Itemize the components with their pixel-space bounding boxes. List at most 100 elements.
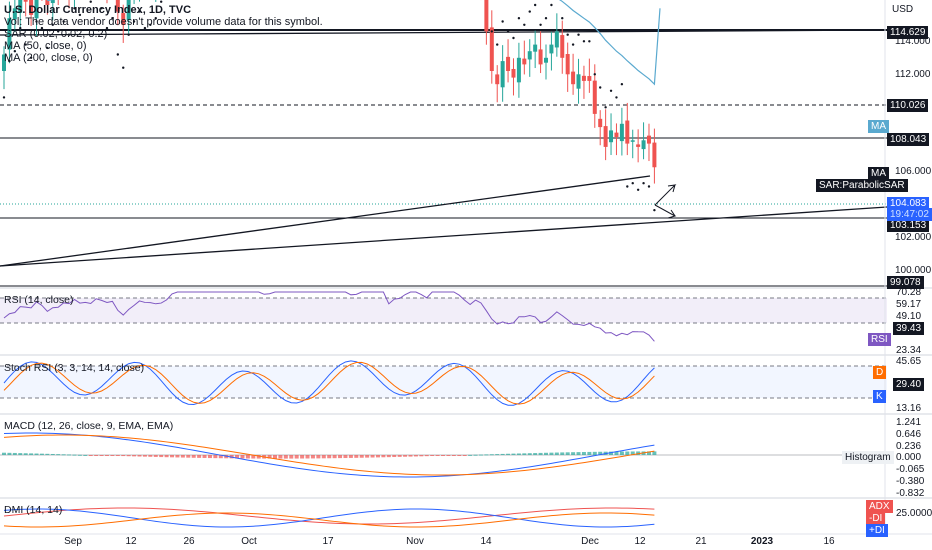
macd-histogram-bar bbox=[554, 452, 559, 455]
x-tick-label: Oct bbox=[241, 536, 257, 547]
macd-histogram-bar bbox=[343, 455, 348, 459]
candle-body bbox=[533, 44, 538, 52]
price-axis-label: 102.000 bbox=[895, 232, 932, 243]
price-tag: 114.629 bbox=[887, 26, 929, 39]
macd-level-tag: 0.236 bbox=[896, 441, 922, 452]
dmi-adx-badge: ADX bbox=[866, 500, 893, 513]
dmi-minus-di-badge: -DI bbox=[866, 512, 886, 525]
macd-histogram-bar bbox=[321, 455, 326, 459]
macd-histogram-bar bbox=[115, 455, 120, 456]
macd-histogram-bar bbox=[630, 451, 635, 455]
price-axis-label: 100.000 bbox=[895, 265, 932, 276]
macd-histogram-bar bbox=[121, 455, 126, 457]
macd-histogram-bar bbox=[29, 453, 34, 455]
macd-histogram-bar bbox=[646, 451, 651, 455]
ma200-tag: MA bbox=[868, 167, 889, 180]
macd-histogram-bar bbox=[533, 453, 538, 455]
macd-histogram-bar bbox=[506, 453, 511, 455]
x-tick-label: Nov bbox=[406, 536, 424, 547]
macd-histogram-bar bbox=[354, 455, 359, 458]
macd-histogram-bar bbox=[213, 455, 218, 459]
macd-histogram-bar bbox=[544, 452, 548, 455]
sar-dot bbox=[138, 10, 141, 13]
sar-dot bbox=[593, 73, 596, 76]
sar-dot bbox=[62, 20, 65, 23]
stoch-k-line bbox=[3, 360, 655, 406]
stoch-level-tag: 13.16 bbox=[896, 403, 922, 414]
macd-histogram-bar bbox=[39, 453, 44, 455]
sar-dot bbox=[57, 30, 60, 33]
candle-body bbox=[511, 68, 516, 78]
symbol-title[interactable]: U.S. Dollar Currency Index, 1D, TVC bbox=[4, 4, 192, 16]
sar-dot bbox=[13, 50, 17, 53]
macd-histogram-bar bbox=[446, 455, 451, 456]
indicator-ma50-label[interactable]: MA (50, close, 0) bbox=[4, 40, 87, 52]
macd-histogram-bar bbox=[381, 455, 386, 458]
macd-histogram-bar bbox=[12, 452, 17, 455]
macd-histogram-bar bbox=[7, 452, 12, 455]
macd-histogram-bar bbox=[359, 455, 364, 458]
stoch-k-badge: K bbox=[873, 390, 886, 403]
sar-dot bbox=[517, 17, 521, 20]
candle-body bbox=[598, 118, 603, 128]
macd-histogram-bar bbox=[652, 451, 657, 455]
candle-body bbox=[500, 61, 505, 88]
sar-dot bbox=[24, 43, 27, 46]
candle-body bbox=[34, 0, 39, 19]
macd-histogram-bar bbox=[197, 455, 202, 458]
macd-histogram-bar bbox=[424, 455, 429, 457]
rsi-badge: RSI bbox=[868, 333, 891, 346]
dmi-plus-di-badge: +DI bbox=[866, 524, 888, 537]
sar-dot bbox=[159, 0, 163, 3]
macd-histogram-bar bbox=[397, 455, 402, 457]
macd-histogram-bar bbox=[245, 455, 250, 459]
projection-arrow-down bbox=[654, 204, 677, 219]
rsi-pane-label[interactable]: RSI (14, close) bbox=[4, 294, 74, 306]
macd-histogram-bar bbox=[478, 454, 483, 456]
macd-histogram-bar bbox=[137, 455, 142, 457]
x-tick-label: 21 bbox=[695, 536, 707, 547]
candle-body bbox=[565, 54, 570, 75]
candle-body bbox=[115, 0, 120, 12]
candle-body bbox=[609, 130, 614, 143]
macd-histogram-bar bbox=[251, 455, 256, 459]
candle-body bbox=[45, 0, 50, 5]
dmi-plus-di-line bbox=[3, 508, 655, 528]
x-tick-label: 16 bbox=[823, 536, 835, 547]
x-tick-label: 26 bbox=[183, 536, 195, 547]
indicator-ma200-label[interactable]: MA (200, close, 0) bbox=[4, 52, 93, 64]
macd-histogram-bar bbox=[468, 454, 473, 456]
macd-histogram-bar bbox=[99, 455, 104, 456]
rsi-level-tag: 39.43 bbox=[893, 322, 925, 335]
candle-body bbox=[121, 13, 126, 25]
macd-histogram-bar bbox=[435, 455, 440, 456]
sar-dot bbox=[571, 43, 575, 46]
macd-histogram-bar bbox=[175, 455, 180, 458]
dmi-pane-label[interactable]: DMI (14, 14) bbox=[4, 504, 63, 516]
macd-histogram-bar bbox=[609, 451, 614, 455]
macd-level-tag: 0.000 bbox=[896, 452, 922, 463]
candle-body bbox=[506, 56, 511, 71]
stoch-pane-label[interactable]: Stoch RSI (3, 3, 14, 14, close) bbox=[4, 362, 145, 374]
candle-body bbox=[538, 49, 543, 65]
macd-histogram-bar bbox=[614, 451, 619, 455]
x-tick-label: Dec bbox=[581, 536, 599, 547]
sar-dot bbox=[127, 33, 130, 36]
macd-level-tag: -0.065 bbox=[896, 464, 925, 475]
macd-histogram-bar bbox=[310, 455, 315, 459]
sar-dot bbox=[35, 20, 38, 23]
macd-histogram-bar bbox=[88, 455, 93, 456]
sar-dot bbox=[647, 185, 651, 188]
macd-pane-label[interactable]: MACD (12, 26, close, 9, EMA, EMA) bbox=[4, 420, 174, 432]
macd-histogram-bar bbox=[170, 455, 175, 458]
trendline bbox=[0, 206, 888, 267]
price-tag: 108.043 bbox=[887, 133, 930, 146]
indicator-sar-label[interactable]: SAR (0.02, 0.02, 0.2) bbox=[4, 28, 108, 40]
macd-histogram-bar bbox=[300, 455, 305, 459]
candle-body bbox=[50, 0, 55, 4]
macd-histogram-bar bbox=[207, 455, 212, 459]
sar-dot bbox=[512, 36, 515, 40]
volume-note: Vol: The data vendor doesn't provide vol… bbox=[4, 16, 323, 28]
macd-histogram-bar bbox=[571, 452, 576, 455]
